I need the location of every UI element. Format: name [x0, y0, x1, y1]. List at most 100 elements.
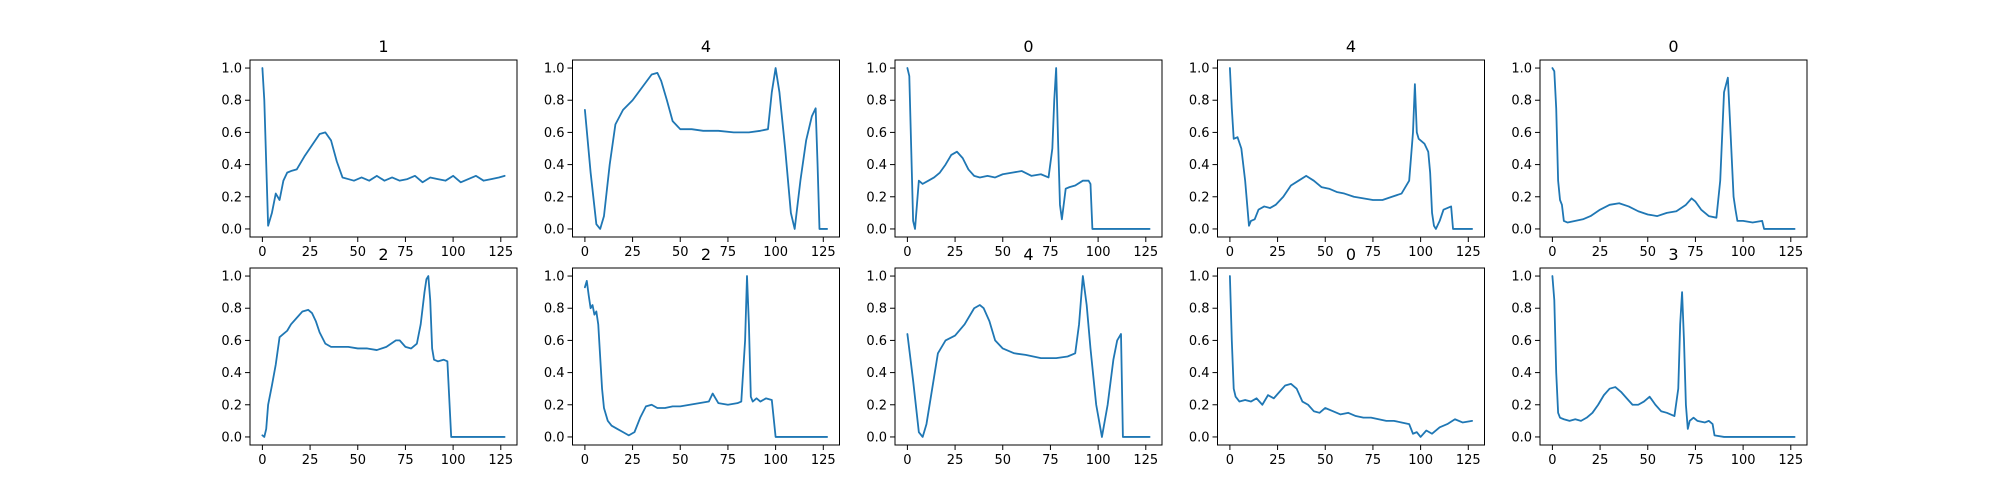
y-tick-label: 0.0	[221, 430, 242, 445]
y-tick-label: 0.0	[1189, 222, 1210, 237]
y-tick-label: 0.8	[544, 302, 565, 317]
series-line	[1229, 275, 1473, 438]
subplot-9: 0 0 25 50 75 100 125 0.0 0.2 0.4 0.6 0.8 1.0	[1189, 245, 1485, 468]
x-tick-label: 50	[349, 453, 366, 468]
x-tick-label: 75	[720, 453, 737, 468]
axes-frame	[249, 59, 518, 238]
x-tick-label: 25	[302, 453, 319, 468]
subplot-title: 1	[378, 37, 388, 56]
x-tick-label: 75	[720, 245, 737, 260]
y-tick-label: 0.8	[1511, 302, 1532, 317]
x-tick-label: 100	[1731, 453, 1756, 468]
axes-frame	[1217, 267, 1485, 446]
x-tick-label: 100	[763, 453, 788, 468]
y-tick-label: 1.0	[544, 270, 565, 285]
y-tick-label: 0.2	[1189, 190, 1210, 205]
x-tick-label: 50	[1639, 245, 1656, 260]
series-line	[1229, 67, 1473, 230]
y-tick-label: 0.0	[544, 430, 565, 445]
y-tick-label: 0.6	[221, 126, 242, 141]
y-tick-label: 1.0	[1511, 62, 1532, 77]
axes-frame	[894, 59, 1163, 238]
x-tick-label: 75	[1365, 245, 1382, 260]
y-tick-label: 0.4	[221, 366, 242, 381]
y-tick-label: 0.6	[221, 334, 242, 349]
x-tick-label: 0	[258, 245, 266, 260]
subplot-10: 3 0 25 50 75 100 125 0.0 0.2 0.4 0.6 0.8 1.0	[1511, 245, 1808, 468]
x-tick-label: 0	[258, 453, 266, 468]
y-tick-label: 1.0	[866, 270, 887, 285]
subplot-title: 4	[1023, 245, 1033, 264]
y-tick-label: 0.6	[866, 334, 887, 349]
x-tick-label: 125	[1456, 453, 1481, 468]
y-tick-label: 0.2	[544, 398, 565, 413]
series-line	[1551, 275, 1796, 438]
x-tick-label: 50	[994, 453, 1011, 468]
x-tick-label: 0	[1548, 453, 1556, 468]
y-tick-label: 0.0	[1511, 222, 1532, 237]
x-tick-label: 125	[811, 245, 836, 260]
y-tick-label: 0.4	[544, 158, 565, 173]
x-tick-label: 50	[672, 453, 689, 468]
series-line	[584, 67, 828, 230]
y-tick-label: 1.0	[1189, 270, 1210, 285]
subplot-title: 0	[1346, 245, 1356, 264]
subplot-title: 0	[1023, 37, 1033, 56]
subplot-title: 0	[1668, 37, 1678, 56]
y-tick-label: 0.0	[866, 222, 887, 237]
axes-frame	[1539, 59, 1808, 238]
x-tick-label: 25	[947, 453, 964, 468]
x-tick-label: 100	[1086, 245, 1111, 260]
y-tick-label: 0.8	[1189, 302, 1210, 317]
x-tick-label: 25	[624, 453, 641, 468]
axes-frame	[572, 59, 840, 238]
x-tick-label: 100	[1731, 245, 1756, 260]
subplot-5: 0 0 25 50 75 100 125 0.0 0.2 0.4 0.6 0.8 1.0	[1511, 37, 1808, 260]
x-tick-label: 125	[1778, 453, 1803, 468]
subplot-title: 3	[1668, 245, 1678, 264]
x-tick-label: 100	[441, 453, 466, 468]
subplot-7: 2 0 25 50 75 100 125 0.0 0.2 0.4 0.6 0.8 1.0	[544, 245, 840, 468]
y-tick-label: 0.2	[1511, 190, 1532, 205]
y-tick-label: 0.8	[544, 94, 565, 109]
y-tick-label: 0.4	[866, 366, 887, 381]
x-tick-label: 50	[672, 245, 689, 260]
x-tick-label: 125	[811, 453, 836, 468]
y-tick-label: 0.0	[1511, 430, 1532, 445]
y-tick-label: 1.0	[866, 62, 887, 77]
y-tick-label: 1.0	[544, 62, 565, 77]
y-tick-label: 0.0	[866, 430, 887, 445]
x-tick-label: 75	[1687, 453, 1704, 468]
y-tick-label: 1.0	[221, 62, 242, 77]
y-tick-label: 0.4	[866, 158, 887, 173]
y-tick-label: 0.0	[544, 222, 565, 237]
x-tick-label: 75	[397, 453, 414, 468]
subplot-3: 0 0 25 50 75 100 125 0.0 0.2 0.4 0.6 0.8 1.0	[866, 37, 1163, 260]
y-tick-label: 0.4	[1511, 158, 1532, 173]
subplot-4: 4 0 25 50 75 100 125 0.0 0.2 0.4 0.6 0.8 1.0	[1189, 37, 1485, 260]
subplot-2: 4 0 25 50 75 100 125 0.0 0.2 0.4 0.6 0.8 1.0	[544, 37, 840, 260]
subplot-title: 2	[701, 245, 711, 264]
x-tick-label: 25	[1592, 453, 1609, 468]
x-tick-label: 25	[1269, 245, 1286, 260]
x-tick-label: 100	[1086, 453, 1111, 468]
x-tick-label: 125	[1456, 245, 1481, 260]
axes-frame	[249, 267, 518, 446]
y-tick-label: 0.2	[221, 190, 242, 205]
y-tick-label: 0.4	[221, 158, 242, 173]
x-tick-label: 125	[1133, 453, 1158, 468]
x-tick-label: 100	[763, 245, 788, 260]
y-tick-label: 0.2	[866, 398, 887, 413]
series-line	[1551, 67, 1796, 230]
y-tick-label: 0.2	[866, 190, 887, 205]
x-tick-label: 0	[903, 453, 911, 468]
x-tick-label: 50	[349, 245, 366, 260]
x-tick-label: 100	[1408, 453, 1433, 468]
series-line	[906, 275, 1151, 438]
y-tick-label: 0.0	[221, 222, 242, 237]
x-tick-label: 0	[581, 453, 589, 468]
y-tick-label: 0.6	[1189, 126, 1210, 141]
axes-frame	[894, 267, 1163, 446]
y-tick-label: 1.0	[221, 270, 242, 285]
